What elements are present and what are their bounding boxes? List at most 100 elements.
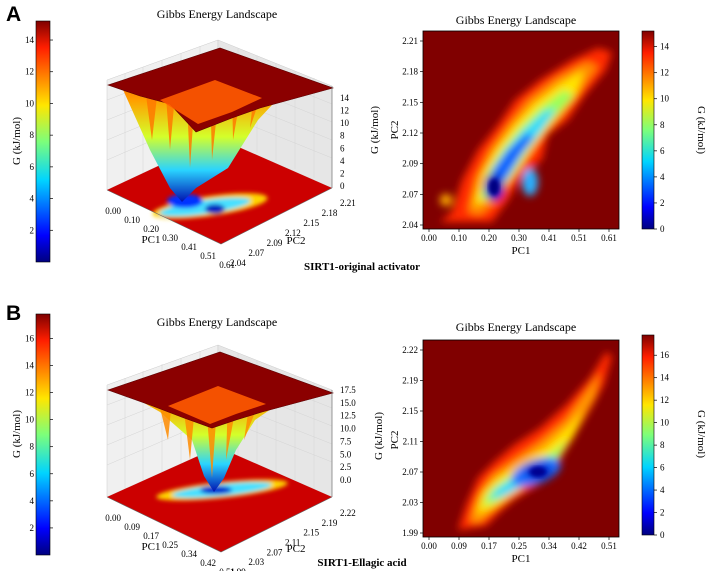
surface3d-a-zlabel: G (kJ/mol) [369, 106, 381, 154]
y-tick-label: 2.15 [402, 97, 418, 107]
surface3d-y-tick-label: 2.04 [230, 258, 246, 268]
y-tick-label: 2.18 [402, 67, 418, 77]
surface3d-z-tick-label: 15.0 [340, 398, 356, 408]
heatmap-b-colorbar-ticks: 0 2 4 6 8 10 12 14 16 [654, 350, 670, 540]
y-tick-label: 2.09 [402, 159, 418, 169]
y-tick-label: 2.22 [402, 345, 418, 355]
colorbar-tick-label: 12 [660, 395, 669, 405]
surface3d-b-zticks: 0.0 2.5 5.0 7.5 10.0 12.5 15.0 17.5 [340, 385, 356, 485]
surface3d-y-tick-label: 1.99 [230, 567, 246, 571]
colorbar-tick-label: 0 [660, 224, 665, 234]
surface3d-z-tick-label: 7.5 [340, 436, 352, 446]
surface3d-y-tick-label: 2.03 [248, 557, 264, 567]
heatmap-b-ylabel: PC2 [389, 431, 401, 450]
surface3d-z-tick-label: 8 [340, 131, 345, 141]
heatmap-a-colorbar-ticks: 0 2 4 6 8 10 12 14 [654, 42, 670, 234]
panel-letter-b: B [6, 302, 21, 325]
colorbar-tick-label: 0 [660, 530, 665, 540]
surface3d-b-yticks: 1.992.032.072.112.152.192.22 [230, 508, 356, 571]
surface3d-x-tick-label: 0.25 [162, 540, 178, 550]
surface3d-z-tick-label: 5.0 [340, 449, 352, 459]
surface3d-a: Gibbs Energy Landscape [105, 7, 381, 270]
surface3d-a-zticks: 0 2 4 6 8 10 12 14 [340, 93, 350, 191]
surface3d-x-tick-label: 0.17 [143, 531, 159, 541]
surface3d-a-plateau-hole [160, 80, 262, 124]
x-tick-label: 0.61 [601, 233, 617, 243]
surface3d-b-ylabel: PC2 [287, 543, 306, 555]
surface3d-a-xlabel: PC1 [142, 234, 161, 246]
heatmap-b-xticks: 0.00 0.09 0.17 0.25 0.34 0.42 0.51 [421, 537, 617, 551]
surface3d-x-tick-label: 0.51 [200, 251, 216, 261]
surface3d-z-tick-label: 12.5 [340, 411, 356, 421]
surface3d-a-floor-contour [152, 193, 268, 219]
surface3d-y-tick-label: 2.19 [322, 518, 338, 528]
left-colorbar-tick-label: 16 [25, 333, 35, 343]
colorbar-tick-label: 2 [660, 198, 665, 208]
surface3d-x-tick-label: 0.00 [105, 513, 121, 523]
surface3d-x-tick-label: 0.10 [124, 215, 140, 225]
surface3d-x-tick-label: 0.20 [143, 224, 159, 234]
x-tick-label: 0.00 [421, 541, 437, 551]
y-tick-label: 2.21 [402, 36, 418, 46]
surface3d-z-tick-label: 6 [340, 143, 345, 153]
surface3d-a-ylabel: PC2 [287, 235, 306, 247]
surface3d-z-tick-label: 14 [340, 93, 350, 103]
left-colorbar-b: 2 4 6 8 10 12 14 16 G (kJ/mol) [11, 313, 53, 556]
surface3d-y-tick-label: 2.22 [340, 508, 356, 518]
heatmap-a-min-basin [489, 179, 499, 195]
x-tick-label: 0.09 [451, 541, 467, 551]
heatmap-a-area [423, 31, 619, 229]
surface3d-y-tick-label: 2.11 [285, 538, 300, 548]
y-tick-label: 2.11 [403, 437, 418, 447]
heatmap-a-yticks: 2.04 2.07 2.09 2.12 2.15 2.18 2.21 [402, 36, 423, 230]
surface3d-y-tick-label: 2.12 [285, 228, 301, 238]
caption-a: SIRT1-original activator [304, 261, 420, 273]
left-colorbar-tick-label: 14 [25, 360, 35, 370]
surface3d-y-tick-label: 2.07 [267, 547, 283, 557]
caption-b: SIRT1-Ellagic acid [317, 557, 406, 569]
heatmap-a-colorbar-label: G (kJ/mol) [695, 106, 707, 154]
x-tick-label: 0.30 [511, 233, 527, 243]
colorbar-tick-label: 12 [660, 68, 669, 78]
y-tick-label: 2.07 [402, 189, 418, 199]
colorbar-tick-label: 6 [660, 463, 665, 473]
left-colorbar-tick-label: 12 [25, 388, 34, 398]
x-tick-label: 0.25 [511, 541, 527, 551]
heatmap-a-ylabel: PC2 [389, 121, 401, 140]
surface3d-z-tick-label: 0 [340, 181, 345, 191]
surface3d-z-tick-label: 17.5 [340, 385, 356, 395]
surface3d-x-tick-label: 0.51 [219, 567, 235, 571]
left-colorbar-tick-label: 12 [25, 67, 34, 77]
colorbar-tick-label: 16 [660, 350, 670, 360]
x-tick-label: 0.51 [571, 233, 587, 243]
left-colorbar-tick-label: 4 [30, 496, 35, 506]
left-colorbar-tick-label: 14 [25, 35, 35, 45]
colorbar-tick-label: 10 [660, 418, 670, 428]
left-colorbar-a: 2 4 6 8 10 12 14 G (kJ/mol) [11, 20, 53, 263]
colorbar-tick-label: 4 [660, 172, 665, 182]
panel-b: B 2 4 6 8 10 12 14 16 G (kJ/mol) Gibbs Energy L… [6, 302, 707, 571]
y-tick-label: 2.03 [402, 498, 418, 508]
surface3d-y-tick-label: 2.09 [267, 238, 283, 248]
panel-a: A 2 4 6 8 10 12 14 G (kJ/mol) Gibbs Energy Lan… [6, 3, 707, 273]
surface3d-y-tick-label: 2.18 [322, 208, 338, 218]
x-tick-label: 0.17 [481, 541, 497, 551]
left-colorbar-tick-label: 2 [30, 523, 35, 533]
surface3d-x-tick-label: 0.61 [219, 260, 235, 270]
surface3d-z-tick-label: 2.5 [340, 462, 352, 472]
left-colorbar-tick-label: 8 [30, 130, 35, 140]
left-colorbar-tick-label: 4 [30, 194, 35, 204]
colorbar-tick-label: 8 [660, 120, 665, 130]
y-tick-label: 2.15 [402, 406, 418, 416]
heatmap-b-min-basin [530, 467, 546, 477]
surface3d-a-yticks: 2.042.072.092.122.152.182.21 [230, 198, 356, 268]
surface3d-x-tick-label: 0.09 [124, 522, 140, 532]
surface3d-y-tick-label: 2.15 [303, 218, 319, 228]
y-tick-label: 1.99 [402, 528, 418, 538]
surface3d-a-xticks: 0.000.100.200.300.410.510.61 [105, 206, 235, 270]
surface3d-b-floor [107, 447, 332, 552]
x-tick-label: 0.42 [571, 541, 587, 551]
colorbar-tick-label: 8 [660, 440, 665, 450]
x-tick-label: 0.00 [421, 233, 437, 243]
